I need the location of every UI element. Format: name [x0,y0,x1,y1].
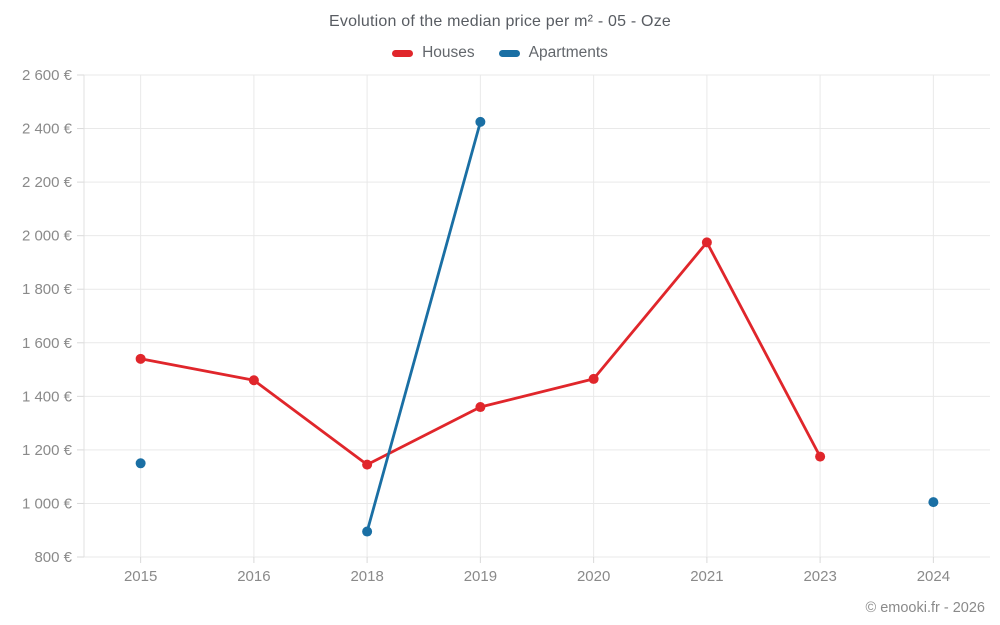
data-point-houses-2021[interactable] [701,237,712,248]
y-tick-label: 2 000 € [22,228,73,245]
copyright-text: © emooki.fr - 2026 [865,600,985,616]
y-tick-label: 1 400 € [22,388,73,405]
legend-label-apartments: Apartments [528,44,608,61]
data-point-apartments-2015[interactable] [135,458,146,469]
y-tick-label: 2 200 € [22,174,73,191]
chart-title: Evolution of the median price per m² - 0… [329,13,671,30]
x-tick-label: 2023 [803,568,836,585]
apartments-series-swatch-icon [498,49,520,57]
data-point-houses-2019[interactable] [475,402,486,413]
data-point-apartments-2019[interactable] [475,116,486,127]
data-point-apartments-2024[interactable] [928,497,939,508]
y-tick-label: 1 200 € [22,442,73,459]
data-point-apartments-2018[interactable] [362,526,373,537]
legend-item-apartments[interactable]: Apartments [498,44,608,62]
data-point-houses-2018[interactable] [362,459,373,470]
x-tick-label: 2019 [464,568,497,585]
y-tick-label: 1 600 € [22,335,73,352]
y-tick-label: 1 800 € [22,281,73,298]
x-tick-label: 2016 [237,568,270,585]
x-tick-label: 2020 [577,568,610,585]
data-point-houses-2023[interactable] [815,451,826,462]
series-line-apartments [365,120,482,533]
legend: Houses Apartments [0,44,1000,62]
data-point-houses-2015[interactable] [135,353,146,364]
x-tick-label: 2021 [690,568,723,585]
data-point-houses-2020[interactable] [588,373,599,384]
legend-item-houses[interactable]: Houses [392,44,475,62]
y-tick-label: 2 600 € [22,67,73,84]
x-tick-label: 2018 [350,568,383,585]
x-tick-label: 2024 [917,568,950,585]
legend-label-houses: Houses [422,44,475,61]
houses-series-swatch-icon [392,49,414,57]
data-point-houses-2016[interactable] [248,375,259,386]
y-tick-label: 800 € [34,549,72,566]
x-tick-label: 2015 [124,568,157,585]
y-tick-label: 2 400 € [22,121,73,138]
y-tick-label: 1 000 € [22,495,73,512]
